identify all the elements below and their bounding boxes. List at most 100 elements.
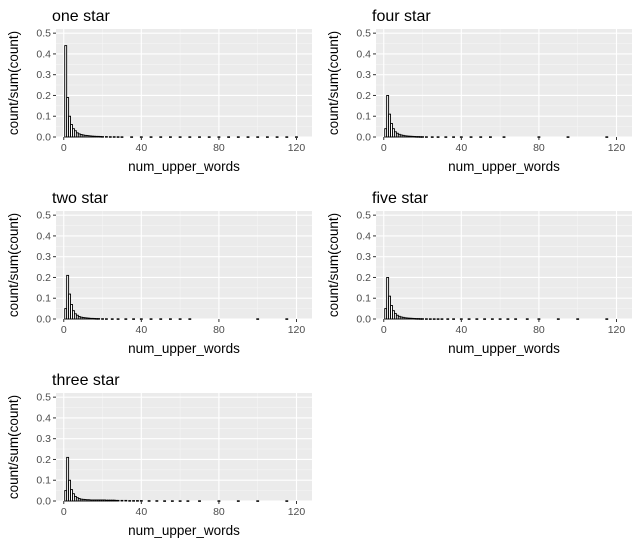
- histogram-bar: [236, 500, 240, 502]
- y-tick-label: 0.2: [36, 90, 51, 102]
- histogram-bar: [430, 136, 434, 138]
- histogram-bar: [178, 136, 182, 138]
- histogram-bar: [525, 318, 529, 320]
- y-axis-label: count/sum(count): [6, 395, 21, 499]
- y-tick-label: 0.3: [356, 251, 371, 263]
- panel-title: one star: [52, 8, 110, 25]
- x-tick-label: 0: [381, 142, 387, 154]
- histogram-bar: [169, 136, 172, 138]
- histogram-bar: [101, 136, 104, 138]
- histogram-bar: [169, 318, 172, 320]
- histogram-bar: [136, 500, 139, 502]
- x-tick-label: 40: [455, 324, 467, 336]
- y-tick-label: 0.3: [36, 433, 51, 445]
- histogram-bar: [425, 136, 428, 138]
- y-tick-label: 0.0: [36, 132, 51, 144]
- histogram-bar: [178, 500, 182, 502]
- y-tick-label: 0.1: [356, 111, 371, 123]
- histogram-bar: [147, 500, 151, 502]
- y-tick-label: 0.3: [356, 69, 371, 81]
- histogram-bar: [132, 318, 135, 320]
- histogram-bar: [566, 136, 570, 138]
- histogram-bar: [469, 136, 473, 138]
- x-tick-label: 40: [135, 324, 147, 336]
- x-tick-label: 80: [213, 506, 225, 518]
- histogram-bar: [605, 136, 609, 138]
- histogram-bar: [124, 499, 128, 502]
- histogram-bar: [444, 136, 448, 138]
- histogram-bar: [116, 318, 120, 320]
- histogram-bar: [149, 136, 153, 138]
- histogram-bar: [475, 318, 479, 320]
- y-tick-label: 0.4: [356, 48, 371, 60]
- histogram-bar: [198, 136, 201, 138]
- x-tick-label: 40: [135, 142, 147, 154]
- y-tick-label: 0.5: [36, 210, 51, 222]
- histogram-bar: [207, 136, 211, 138]
- histogram-bar: [120, 499, 124, 502]
- histogram-bar: [178, 318, 182, 320]
- y-tick-label: 0.2: [36, 272, 51, 284]
- facet-panel: 0.0 0.1 0.2 0.3 0.4 0.5 0 40 80 120 four star num_u…: [326, 8, 632, 174]
- x-axis-label: num_upper_words: [128, 523, 240, 538]
- histogram-bar: [66, 456, 70, 502]
- x-axis-label: num_upper_words: [448, 159, 560, 174]
- histogram-bar: [479, 136, 483, 138]
- x-tick-label: 0: [381, 324, 387, 336]
- y-tick-label: 0.0: [356, 132, 371, 144]
- y-tick-label: 0.1: [36, 111, 51, 123]
- histogram-bar: [186, 500, 190, 502]
- y-axis-label: count/sum(count): [326, 213, 341, 317]
- x-tick-label: 120: [288, 506, 306, 518]
- histogram-bar: [101, 318, 104, 320]
- histogram-bar: [436, 318, 440, 320]
- y-tick-label: 0.5: [356, 210, 371, 222]
- histogram-bar: [188, 318, 192, 320]
- histogram-bar: [265, 136, 269, 138]
- histogram-bar: [236, 136, 240, 138]
- histogram-bar: [116, 499, 120, 502]
- y-tick-label: 0.3: [36, 251, 51, 263]
- panel-background: [376, 211, 632, 319]
- histogram-bar: [436, 136, 440, 138]
- histogram-bar: [132, 500, 135, 502]
- y-tick-label: 0.2: [356, 90, 371, 102]
- histogram-bar: [188, 136, 192, 138]
- y-tick-label: 0.5: [356, 28, 371, 40]
- histogram-bar: [246, 136, 250, 138]
- histogram-bar: [421, 318, 424, 320]
- histogram-bar: [446, 318, 450, 320]
- panel-title: two star: [52, 190, 109, 207]
- histogram-bar: [105, 318, 108, 320]
- histogram-bar: [155, 500, 159, 502]
- histogram-bar: [112, 136, 116, 138]
- histogram-bar: [275, 136, 279, 138]
- y-axis-label: count/sum(count): [326, 31, 341, 135]
- histogram-bar: [576, 318, 580, 320]
- x-tick-label: 80: [533, 324, 545, 336]
- panel-background: [376, 29, 632, 137]
- histogram-bar: [110, 318, 114, 320]
- y-tick-label: 0.5: [36, 392, 51, 404]
- histogram-bar: [432, 318, 436, 320]
- y-tick-label: 0.1: [36, 293, 51, 305]
- y-tick-label: 0.0: [36, 496, 51, 508]
- histogram-bar: [256, 136, 260, 138]
- panel-title: five star: [372, 190, 429, 207]
- panel-background: [56, 393, 312, 501]
- histogram-bar: [149, 318, 153, 320]
- histogram-bar: [285, 318, 289, 320]
- histogram-bar: [483, 318, 487, 320]
- histogram-bar: [108, 136, 112, 138]
- histogram-bar: [64, 45, 68, 138]
- x-tick-label: 80: [533, 142, 545, 154]
- panel-title: four star: [372, 8, 431, 25]
- y-tick-label: 0.4: [36, 412, 51, 424]
- histogram-bar: [514, 318, 518, 320]
- histogram-bar: [556, 318, 560, 320]
- histogram-bar: [490, 318, 494, 320]
- histogram-bar: [256, 500, 260, 502]
- facet-panel: 0.0 0.1 0.2 0.3 0.4 0.5 0 40 80 120 one star num_up…: [6, 8, 312, 174]
- histogram-bar: [440, 318, 444, 320]
